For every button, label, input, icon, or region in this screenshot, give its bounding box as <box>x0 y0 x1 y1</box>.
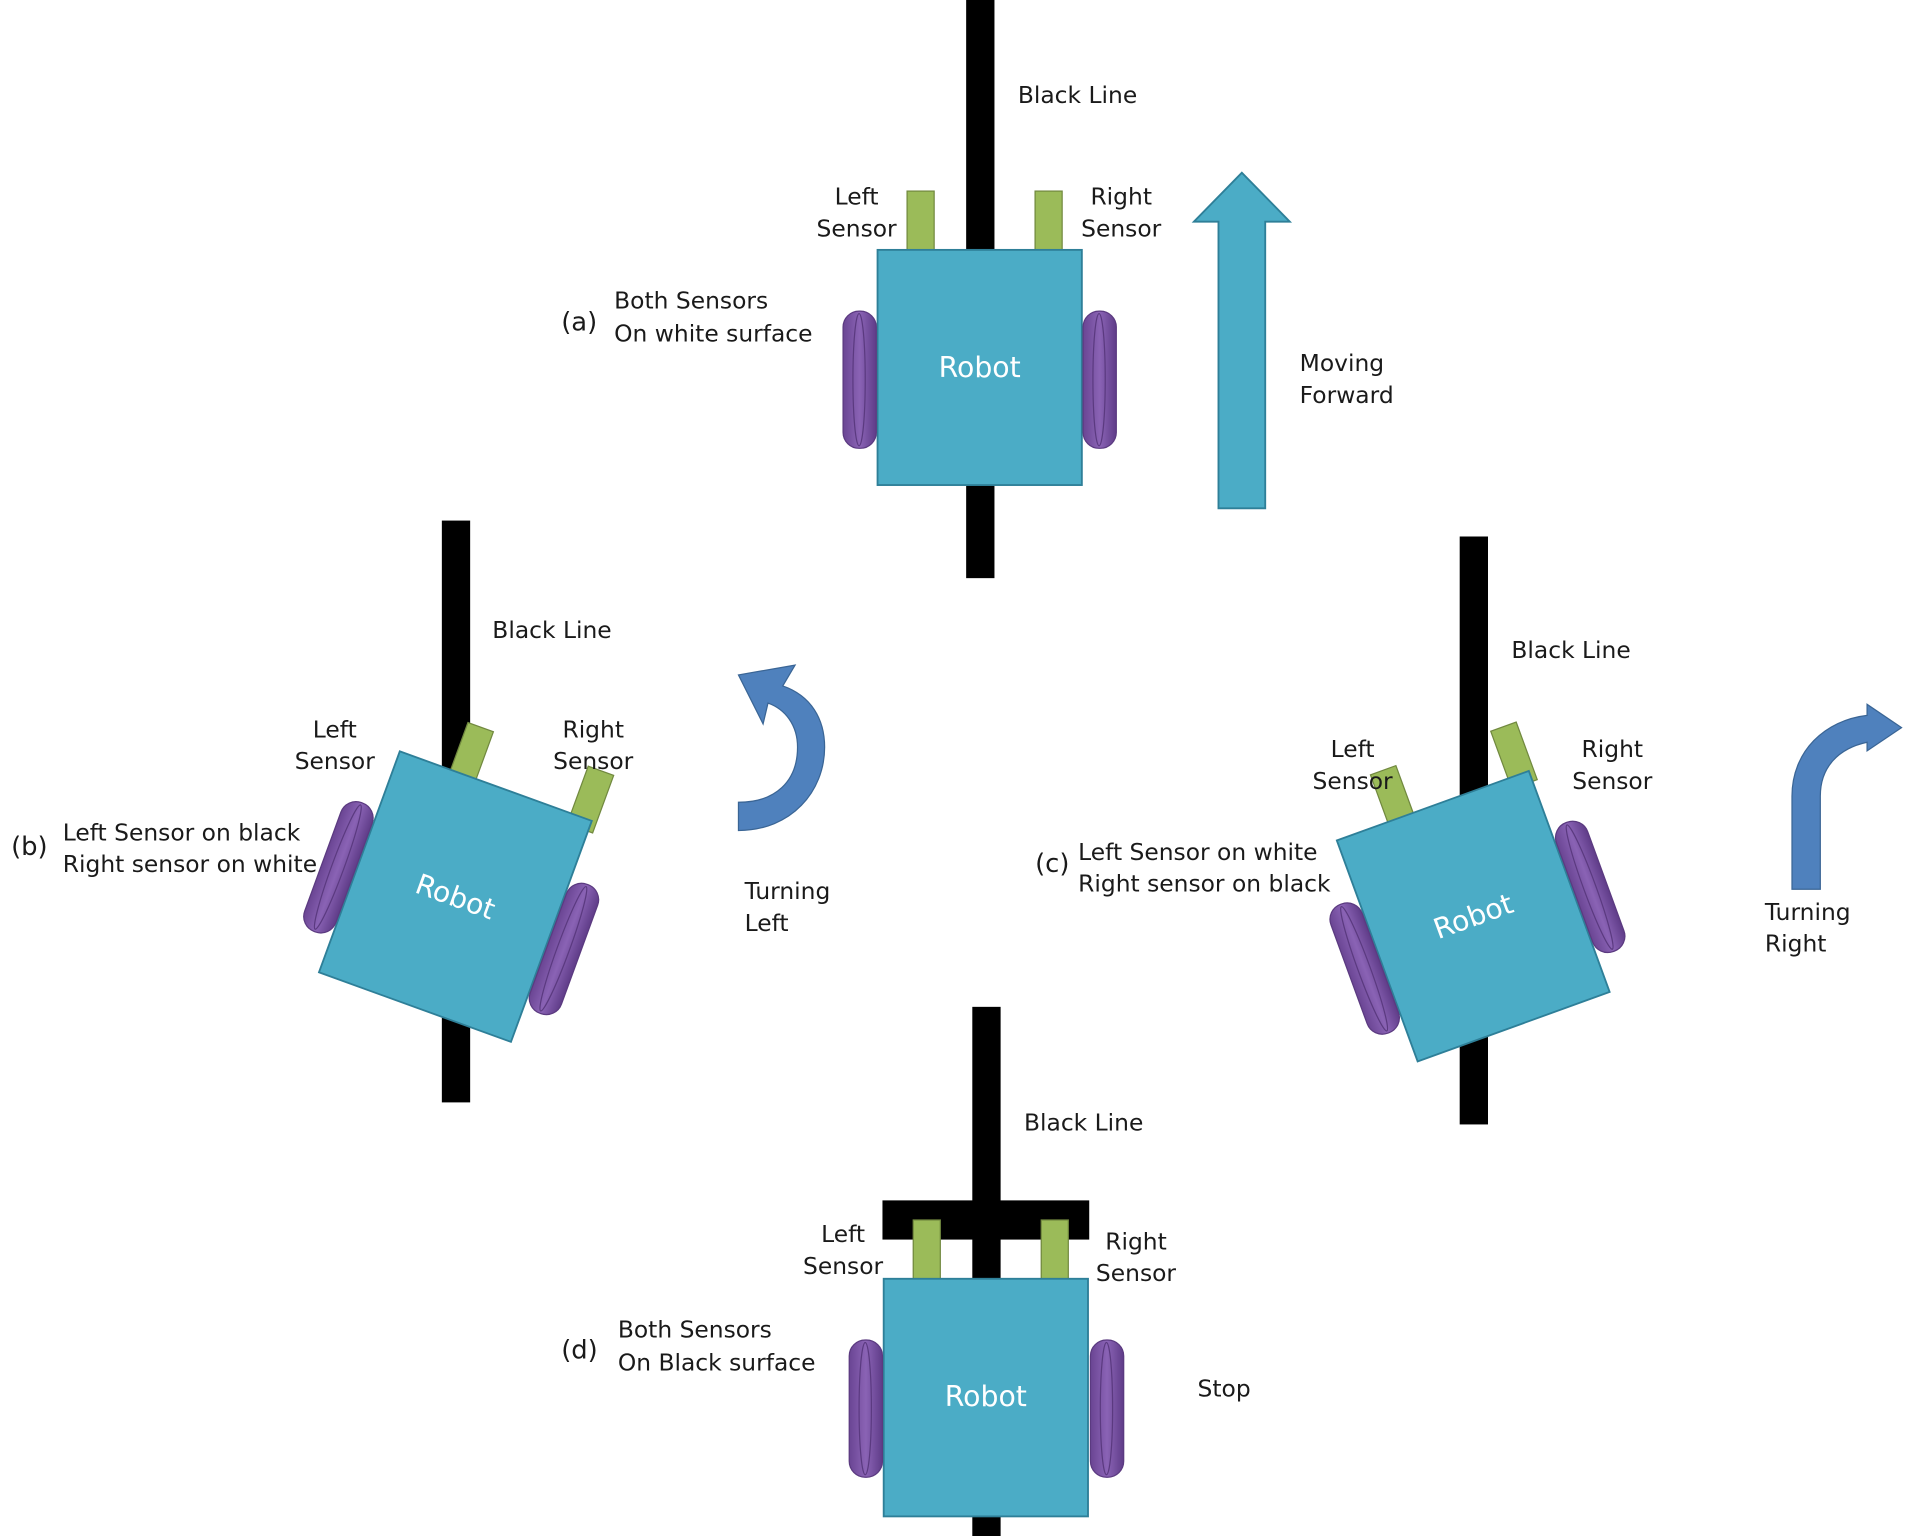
curved-left-arrow-icon <box>737 664 826 832</box>
robot-label: Robot <box>945 1380 1027 1413</box>
panel-description: Left Sensor on white <box>1078 839 1317 866</box>
left-wheel <box>842 310 877 449</box>
panel-caption: (b) <box>11 832 48 862</box>
panel-description: Right sensor on white <box>63 851 317 878</box>
right-sensor-label: Right <box>562 716 624 743</box>
left-wheel <box>303 801 374 934</box>
panel-a: Robot Black Line Left Sensor Right Senso… <box>561 0 1394 579</box>
right-sensor <box>1034 190 1063 253</box>
action-label: Moving <box>1300 350 1384 377</box>
robot-body <box>876 248 1083 486</box>
right-sensor <box>1040 1219 1069 1282</box>
right-wheel <box>1089 1339 1125 1478</box>
left-sensor <box>906 190 935 253</box>
action-label: Right <box>1765 931 1827 958</box>
panel-description: On Black surface <box>618 1350 816 1377</box>
action-label: Forward <box>1300 382 1394 409</box>
panel-c: Robot Black Line Left Sensor Right Senso… <box>1035 536 1903 1125</box>
curved-right-arrow-icon <box>1791 703 1903 890</box>
panel-description: Both Sensors <box>618 1317 772 1344</box>
right-sensor-label: Sensor <box>1572 768 1653 795</box>
panel-caption: (c) <box>1035 849 1069 879</box>
right-wheel <box>1082 310 1117 449</box>
robot-body <box>317 750 593 1044</box>
up-arrow-icon <box>1191 171 1293 510</box>
action-label: Stop <box>1198 1375 1251 1402</box>
right-sensor-label: Sensor <box>553 748 634 775</box>
action-label: Turning <box>1764 899 1851 926</box>
robot-body <box>882 1277 1089 1518</box>
right-sensor-label: Right <box>1090 184 1152 211</box>
left-sensor-label: Left <box>821 1221 865 1248</box>
left-wheel <box>848 1339 884 1478</box>
black-line-label: Black Line <box>1018 82 1137 109</box>
robot-body <box>1335 769 1611 1063</box>
left-sensor-label: Left <box>313 716 357 743</box>
black-line-label: Black Line <box>1511 637 1630 664</box>
panel-description: Right sensor on black <box>1078 871 1331 898</box>
right-sensor-label: Right <box>1105 1228 1167 1255</box>
panel-description: On white surface <box>614 321 812 348</box>
robot-label: Robot <box>939 351 1021 384</box>
action-label: Turning <box>744 878 831 905</box>
left-wheel <box>1329 902 1400 1035</box>
left-sensor-label: Sensor <box>817 215 898 242</box>
right-wheel <box>1554 820 1626 954</box>
panel-b: Robot Black Line Left Sensor Right Senso… <box>11 520 831 1103</box>
right-sensor-label: Sensor <box>1096 1260 1177 1287</box>
left-sensor-label: Left <box>835 184 879 211</box>
black-line-label: Black Line <box>1024 1110 1143 1137</box>
panel-caption: (a) <box>561 308 597 338</box>
left-sensor-label: Left <box>1331 736 1375 763</box>
panel-description: Both Sensors <box>614 288 768 315</box>
action-label: Left <box>745 910 789 937</box>
right-wheel <box>528 882 600 1016</box>
left-sensor <box>912 1219 941 1282</box>
left-sensor-label: Sensor <box>295 748 376 775</box>
right-sensor-label: Sensor <box>1081 215 1162 242</box>
left-sensor-label: Sensor <box>803 1253 884 1280</box>
black-line-label: Black Line <box>492 617 611 644</box>
left-sensor-label: Sensor <box>1313 768 1394 795</box>
right-sensor-label: Right <box>1582 736 1644 763</box>
panel-d: Robot Black Line Left Sensor Right Senso… <box>561 1006 1251 1536</box>
panel-caption: (d) <box>561 1335 598 1365</box>
panel-description: Left Sensor on black <box>63 819 301 846</box>
